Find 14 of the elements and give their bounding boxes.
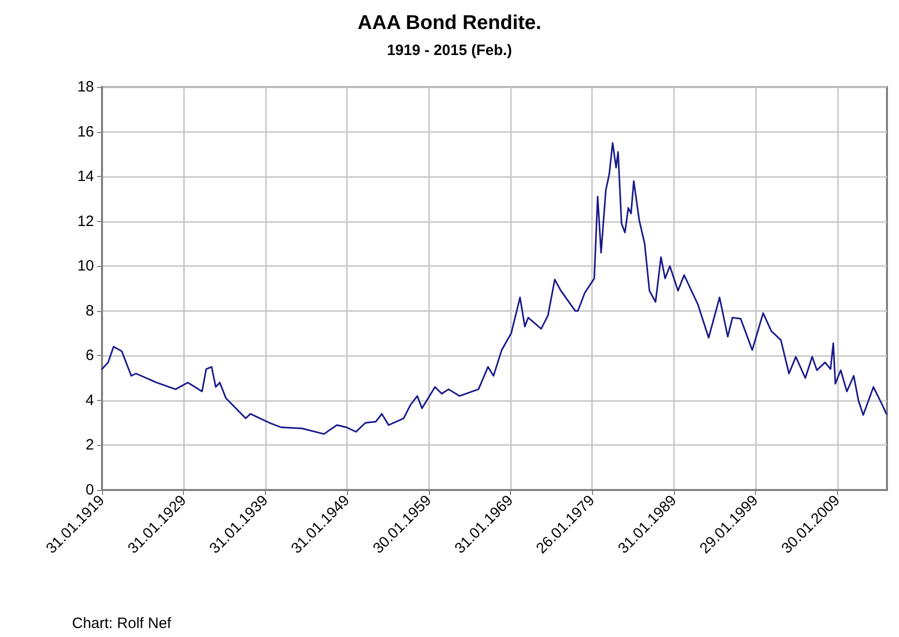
y-tick-label: 16 [77, 123, 94, 140]
y-tick-label: 8 [86, 302, 94, 320]
y-tick-label: 10 [77, 258, 94, 275]
y-tick-label: 12 [77, 212, 94, 230]
y-tick-label: 6 [86, 347, 94, 364]
y-tick-label: 14 [77, 168, 94, 186]
text: Chart: Rolf Nef [72, 615, 172, 632]
chart-title: AAA Bond Rendite. [358, 12, 542, 34]
y-tick-label: 18 [77, 78, 94, 96]
chart-subtitle: 1919 - 2015 (Feb.) [386, 42, 512, 59]
y-tick-label: 0 [86, 482, 94, 498]
y-tick-label: 2 [86, 436, 94, 454]
line-series [101, 142, 888, 435]
y-tick-label: 4 [86, 392, 94, 409]
